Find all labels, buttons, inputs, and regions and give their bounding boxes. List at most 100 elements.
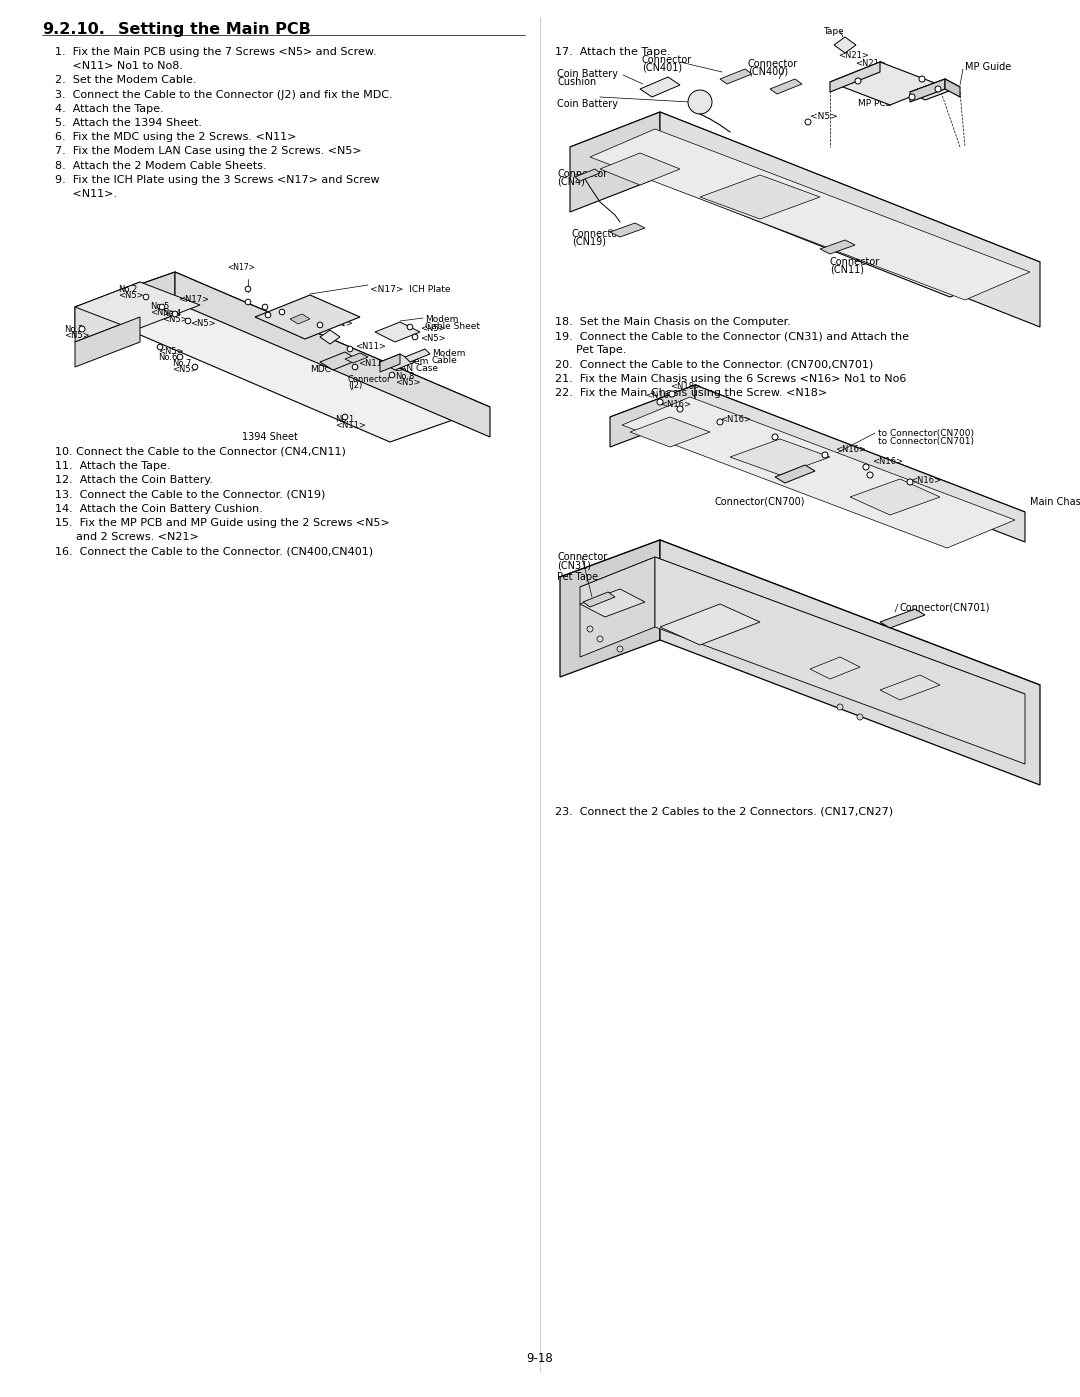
Text: <N5>: <N5>	[912, 87, 937, 96]
Polygon shape	[775, 465, 815, 483]
Text: <N5>: <N5>	[810, 112, 838, 122]
Text: MP PCB: MP PCB	[859, 99, 892, 108]
Text: Main Chasis: Main Chasis	[1030, 497, 1080, 507]
Text: <N5>: <N5>	[395, 379, 420, 387]
Text: No.3: No.3	[64, 326, 83, 334]
Circle shape	[837, 704, 843, 710]
Text: <N16>: <N16>	[645, 391, 676, 400]
Text: 23.  Connect the 2 Cables to the 2 Connectors. (CN17,CN27): 23. Connect the 2 Cables to the 2 Connec…	[555, 807, 893, 817]
Polygon shape	[610, 386, 1025, 543]
Circle shape	[185, 319, 191, 324]
Polygon shape	[610, 386, 696, 447]
Polygon shape	[720, 68, 752, 84]
Circle shape	[172, 312, 178, 317]
Text: 10. Connect the Cable to the Connector (CN4,CN11): 10. Connect the Cable to the Connector (…	[55, 447, 346, 457]
Text: 6.  Fix the MDC using the 2 Screws. <N11>: 6. Fix the MDC using the 2 Screws. <N11>	[55, 133, 296, 142]
Text: <N11>.: <N11>.	[55, 189, 117, 198]
Circle shape	[245, 299, 251, 305]
Text: (CN31): (CN31)	[557, 560, 591, 570]
Text: Tape: Tape	[295, 327, 315, 337]
Circle shape	[657, 400, 663, 405]
Text: <N5>: <N5>	[64, 331, 90, 339]
Polygon shape	[610, 224, 645, 237]
Circle shape	[677, 407, 683, 412]
Polygon shape	[580, 557, 1025, 724]
Polygon shape	[561, 541, 1040, 722]
Polygon shape	[660, 112, 1040, 327]
Text: Pet Tape.: Pet Tape.	[555, 345, 626, 355]
Text: 9.  Fix the ICH Plate using the 3 Screws <N17> and Screw: 9. Fix the ICH Plate using the 3 Screws …	[55, 175, 380, 184]
Text: 20.  Connect the Cable to the Connector. (CN700,CN701): 20. Connect the Cable to the Connector. …	[555, 359, 874, 370]
Circle shape	[597, 636, 603, 643]
Text: <N16>: <N16>	[872, 457, 903, 467]
Circle shape	[158, 344, 163, 349]
Polygon shape	[640, 77, 680, 96]
Polygon shape	[831, 61, 940, 105]
Text: 1394 Sheet: 1394 Sheet	[242, 432, 298, 441]
Circle shape	[717, 419, 723, 425]
Text: MP Guide: MP Guide	[966, 61, 1011, 73]
Circle shape	[909, 94, 915, 101]
Circle shape	[863, 464, 869, 469]
Polygon shape	[770, 80, 802, 94]
Circle shape	[669, 391, 675, 397]
Polygon shape	[380, 353, 400, 372]
Text: 22.  Fix the Main Chasis using the Screw. <N18>: 22. Fix the Main Chasis using the Screw.…	[555, 388, 827, 398]
Polygon shape	[630, 416, 710, 447]
Polygon shape	[345, 353, 368, 363]
Text: (J2): (J2)	[348, 381, 362, 390]
Polygon shape	[590, 129, 1030, 300]
Text: 7.  Fix the Modem LAN Case using the 2 Screws. <N5>: 7. Fix the Modem LAN Case using the 2 Sc…	[55, 147, 362, 156]
Text: Connector: Connector	[572, 229, 622, 239]
Polygon shape	[730, 439, 831, 475]
Text: <N16>: <N16>	[660, 400, 691, 409]
Text: (CN11): (CN11)	[831, 265, 864, 275]
Text: No.4: No.4	[162, 309, 181, 319]
Text: <N16>: <N16>	[910, 476, 941, 485]
Text: <N21>: <N21>	[855, 59, 886, 68]
Polygon shape	[570, 112, 660, 212]
Circle shape	[919, 75, 924, 82]
Circle shape	[867, 472, 873, 478]
Text: No.7: No.7	[172, 359, 191, 367]
Text: (CN401): (CN401)	[642, 63, 683, 73]
Text: No.1: No.1	[335, 415, 354, 425]
Text: 12.  Attach the Coin Battery.: 12. Attach the Coin Battery.	[55, 475, 213, 485]
Text: 19.  Connect the Cable to the Connector (CN31) and Attach the: 19. Connect the Cable to the Connector (…	[555, 331, 909, 341]
Text: Pet Tape: Pet Tape	[557, 571, 598, 583]
Polygon shape	[580, 557, 654, 657]
Text: Coin Battery: Coin Battery	[557, 99, 618, 109]
Circle shape	[588, 626, 593, 631]
Polygon shape	[831, 61, 880, 92]
Text: 15.  Fix the MP PCB and MP Guide using the 2 Screws <N5>: 15. Fix the MP PCB and MP Guide using th…	[55, 518, 390, 528]
Text: No.2: No.2	[118, 285, 137, 293]
Polygon shape	[320, 352, 357, 370]
Text: Modem: Modem	[432, 349, 465, 358]
Text: 11.  Attach the Tape.: 11. Attach the Tape.	[55, 461, 171, 471]
Text: Cable Sheet: Cable Sheet	[426, 321, 480, 331]
Circle shape	[318, 323, 323, 328]
Circle shape	[280, 309, 285, 314]
Circle shape	[79, 326, 85, 332]
Text: <N5>: <N5>	[150, 307, 176, 317]
Text: to Connector(CN701): to Connector(CN701)	[878, 437, 974, 446]
Circle shape	[177, 355, 183, 360]
Text: 4.  Attach the Tape.: 4. Attach the Tape.	[55, 103, 164, 113]
Text: MDC: MDC	[310, 365, 330, 374]
Text: 2.  Set the Modem Cable.: 2. Set the Modem Cable.	[55, 75, 197, 85]
Text: Modem: Modem	[395, 358, 429, 366]
Text: Coin Battery: Coin Battery	[557, 68, 618, 80]
Text: Connector: Connector	[557, 169, 607, 179]
Text: <N11>: <N11>	[302, 310, 333, 319]
Polygon shape	[380, 353, 415, 370]
Text: (CN4): (CN4)	[557, 177, 585, 187]
Text: <N5>: <N5>	[420, 324, 446, 332]
Text: 8.  Attach the 2 Modem Cable Sheets.: 8. Attach the 2 Modem Cable Sheets.	[55, 161, 267, 170]
Text: 17.  Attach the Tape.: 17. Attach the Tape.	[555, 47, 671, 57]
Circle shape	[688, 89, 712, 115]
Text: 21.  Fix the Main Chasis using the 6 Screws <N16> No1 to No6: 21. Fix the Main Chasis using the 6 Scre…	[555, 374, 906, 384]
Circle shape	[935, 87, 941, 92]
Text: 5.  Attach the 1394 Sheet.: 5. Attach the 1394 Sheet.	[55, 117, 202, 129]
Text: <N11>: <N11>	[322, 319, 353, 328]
Circle shape	[907, 479, 913, 485]
